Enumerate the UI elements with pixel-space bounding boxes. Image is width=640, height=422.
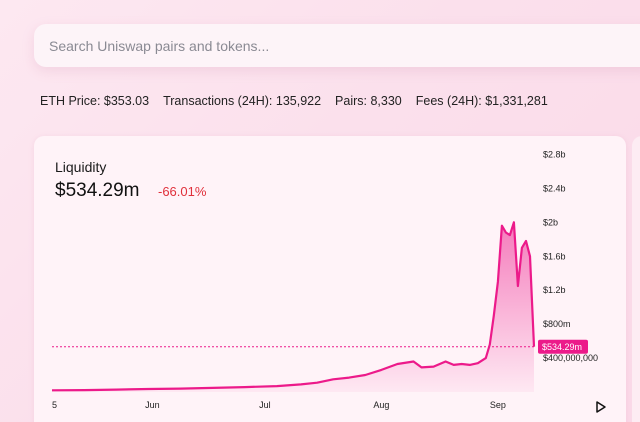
pairs-count: Pairs: 8,330: [335, 94, 402, 108]
liquidity-card: Liquidity $534.29m -66.01% $2.8b $2.4b $2b…: [34, 136, 626, 422]
liquidity-area: [52, 222, 534, 392]
x-tick-label: 5: [52, 400, 57, 410]
transactions-24h: Transactions (24H): 135,922: [163, 94, 322, 108]
page-heading-cut: [30, 0, 310, 4]
y-tick-label: $2b: [543, 217, 558, 227]
stats-bar: ETH Price: $353.03 Transactions (24H): 1…: [40, 94, 548, 108]
eth-price: ETH Price: $353.03: [40, 94, 150, 108]
current-value-label: $534.29m: [542, 342, 582, 352]
y-tick-label: $2.4b: [543, 183, 566, 193]
y-tick-label: $800m: [543, 319, 571, 329]
liquidity-change: -66.01%: [158, 184, 207, 199]
play-icon[interactable]: [595, 400, 607, 414]
liquidity-title: Liquidity: [55, 159, 107, 175]
liquidity-chart[interactable]: $2.8b $2.4b $2b $1.6b $1.2b $800m $400,000,000…: [34, 136, 626, 422]
x-tick-label: Jul: [259, 400, 271, 410]
search-input[interactable]: [49, 37, 640, 54]
y-tick-label: $1.6b: [543, 251, 566, 261]
y-tick-label: $2.8b: [543, 149, 566, 159]
x-tick-label: Jun: [145, 400, 160, 410]
x-tick-label: Aug: [373, 400, 389, 410]
liquidity-line: [51, 221, 536, 392]
y-tick-label: $1.2b: [543, 285, 566, 295]
liquidity-value: $534.29m: [55, 180, 140, 201]
y-tick-label: $400,000,000: [543, 353, 598, 363]
current-value-badge: [538, 339, 588, 354]
fees-24h: Fees (24H): $1,331,281: [415, 94, 548, 108]
search-box[interactable]: [34, 24, 640, 67]
side-card-partial: [632, 136, 640, 422]
x-tick-label: Sep: [490, 400, 506, 410]
